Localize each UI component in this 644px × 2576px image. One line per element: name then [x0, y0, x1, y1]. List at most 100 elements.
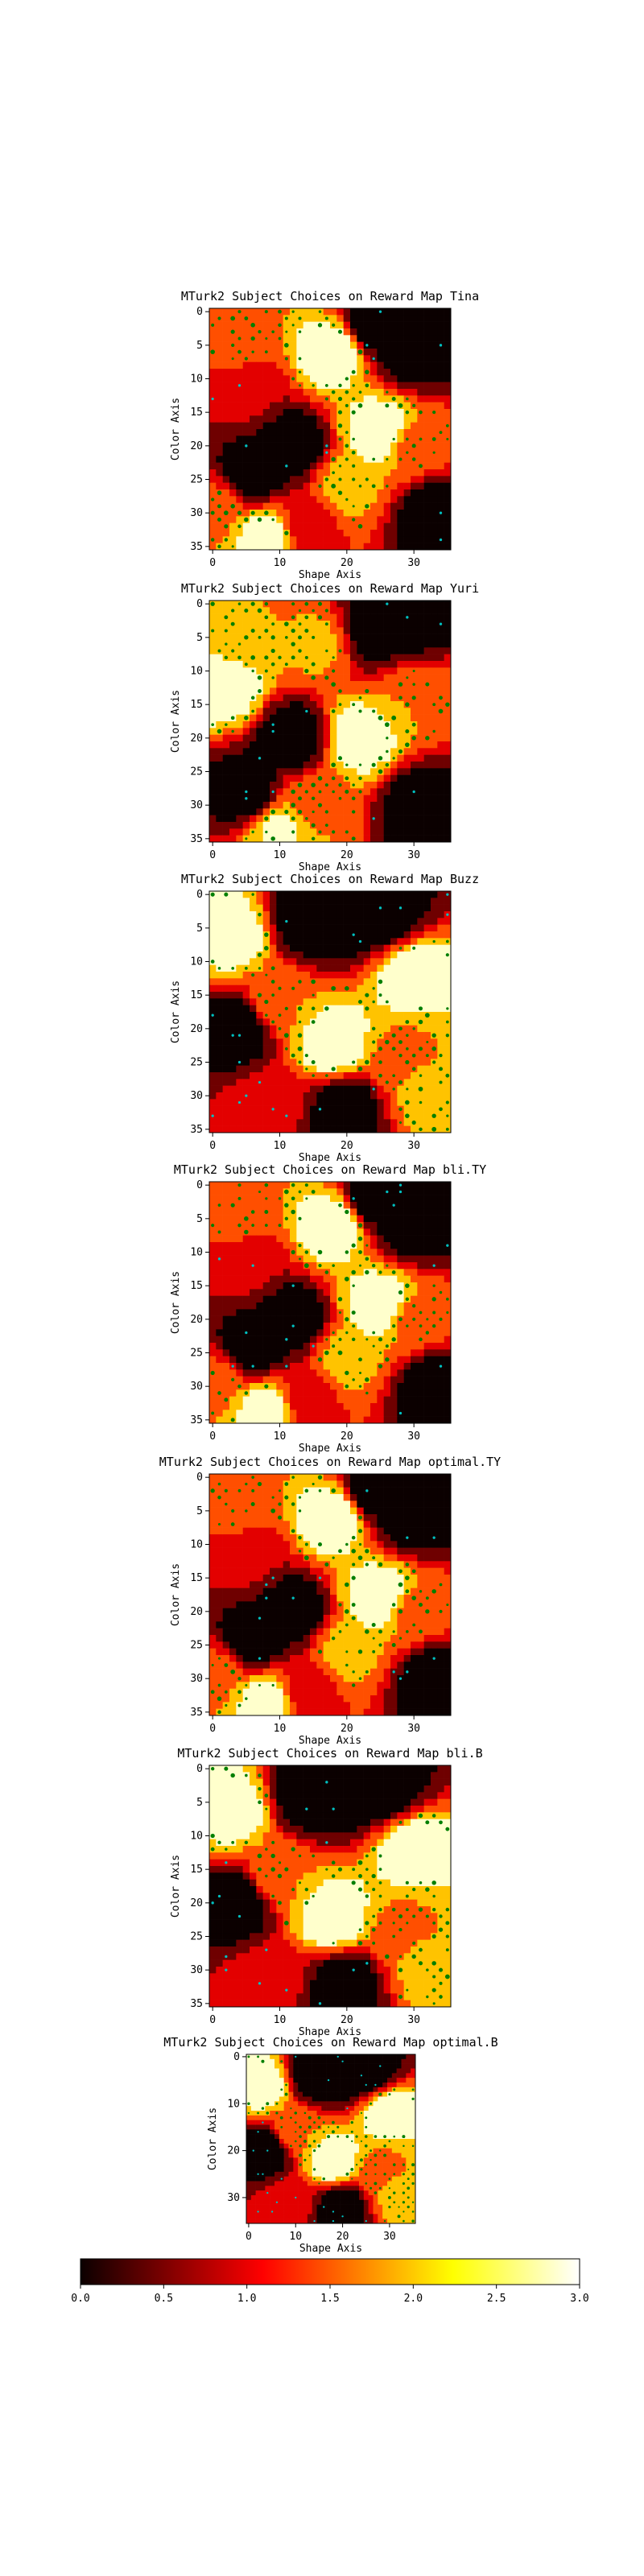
- plot-frame: [208, 890, 452, 1133]
- heatmap-cell: [383, 1202, 391, 1209]
- choice-marker: [305, 1067, 308, 1071]
- heatmap-cell: [357, 808, 364, 815]
- heatmap-cell: [343, 349, 351, 356]
- heatmap-cell: [431, 964, 438, 972]
- heatmap-cell: [296, 1125, 303, 1133]
- heatmap-cell: [250, 748, 257, 755]
- heatmap-cell: [411, 952, 418, 959]
- heatmap-cell: [370, 748, 378, 755]
- heatmap-cell: [290, 1012, 297, 1019]
- heatmap-cell: [216, 627, 223, 634]
- choice-marker: [230, 316, 236, 321]
- heatmap-cell: [303, 808, 311, 815]
- heatmap-cell: [262, 1038, 270, 1046]
- heatmap-cell: [350, 361, 357, 369]
- heatmap-cell: [242, 1282, 250, 1290]
- heatmap-cell: [262, 1282, 270, 1290]
- heatmap-cell: [256, 774, 263, 782]
- heatmap-cell: [370, 674, 378, 682]
- heatmap-cell: [444, 516, 452, 523]
- heatmap-cell: [343, 502, 351, 510]
- heatmap-cell: [423, 613, 431, 621]
- choice-marker: [338, 464, 342, 468]
- heatmap-cell: [323, 502, 331, 510]
- heatmap-cell: [390, 496, 398, 503]
- heatmap-cell: [316, 510, 324, 517]
- choice-marker: [398, 947, 402, 950]
- heatmap-cell: [222, 1222, 230, 1229]
- heatmap-cell: [431, 1018, 438, 1026]
- heatmap-cell: [209, 788, 217, 795]
- heatmap-cell: [216, 369, 223, 376]
- heatmap-cell: [229, 456, 237, 463]
- heatmap-cell: [431, 661, 438, 668]
- heatmap-cell: [343, 315, 351, 322]
- heatmap-cell: [242, 1262, 250, 1269]
- heatmap-cell: [276, 647, 283, 654]
- heatmap-cell: [437, 335, 444, 342]
- heatmap-cell: [222, 762, 230, 769]
- heatmap-cell: [290, 1113, 297, 1120]
- heatmap-cell: [283, 674, 291, 682]
- heatmap-cell: [222, 476, 230, 483]
- heatmap-cell: [343, 308, 351, 316]
- heatmap-cell: [350, 1275, 357, 1283]
- heatmap-cell: [336, 964, 344, 972]
- heatmap-cell: [262, 1059, 270, 1066]
- choice-marker: [338, 383, 342, 387]
- heatmap-cell: [411, 774, 418, 782]
- heatmap-cell: [403, 647, 411, 654]
- heatmap-cell: [250, 389, 257, 396]
- heatmap-cell: [350, 422, 357, 430]
- y-tick-label: 0: [196, 598, 203, 610]
- heatmap-cell: [437, 1005, 444, 1013]
- heatmap-cell: [350, 536, 357, 543]
- heatmap-cell: [357, 1005, 364, 1013]
- heatmap-cell: [323, 978, 331, 985]
- choice-marker: [378, 715, 383, 720]
- heatmap-cell: [250, 469, 257, 477]
- heatmap-cell: [343, 1119, 351, 1126]
- heatmap-cell: [216, 1182, 223, 1189]
- heatmap-cell: [403, 952, 411, 959]
- heatmap-cell: [383, 1215, 391, 1223]
- heatmap-cell: [336, 774, 344, 782]
- heatmap-cell: [330, 661, 337, 668]
- heatmap-cell: [417, 898, 424, 905]
- heatmap-cell: [296, 898, 303, 905]
- heatmap-cell: [377, 409, 384, 416]
- heatmap-cell: [390, 964, 398, 972]
- heatmap-cell: [403, 754, 411, 762]
- heatmap-cell: [222, 1228, 230, 1236]
- heatmap-cell: [262, 795, 270, 803]
- heatmap-cell: [250, 489, 257, 497]
- heatmap-cell: [303, 754, 311, 762]
- choice-marker: [386, 749, 389, 753]
- heatmap-cell: [390, 774, 398, 782]
- heatmap-cell: [350, 522, 357, 530]
- heatmap-cell: [370, 641, 378, 648]
- heatmap-cell: [256, 530, 263, 537]
- heatmap-cell: [403, 768, 411, 775]
- heatmap-cell: [437, 462, 444, 470]
- heatmap-cell: [236, 1072, 243, 1080]
- heatmap-cell: [283, 647, 291, 654]
- heatmap-cell: [397, 429, 404, 436]
- heatmap-cell: [296, 308, 303, 316]
- heatmap-cell: [350, 1249, 357, 1256]
- heatmap-cell: [229, 904, 237, 912]
- heatmap-cell: [250, 734, 257, 742]
- heatmap-cell: [303, 469, 311, 477]
- heatmap-cell: [403, 667, 411, 675]
- heatmap-cell: [316, 1085, 324, 1093]
- heatmap-cell: [229, 349, 237, 356]
- choice-marker: [237, 510, 242, 515]
- heatmap-cell: [330, 1012, 337, 1019]
- choice-marker: [317, 615, 323, 620]
- heatmap-cell: [377, 1249, 384, 1256]
- heatmap-cell: [423, 1072, 431, 1080]
- heatmap-cell: [276, 911, 283, 919]
- choice-marker: [445, 1020, 449, 1024]
- heatmap-cell: [417, 1208, 424, 1216]
- heatmap-cell: [370, 938, 378, 945]
